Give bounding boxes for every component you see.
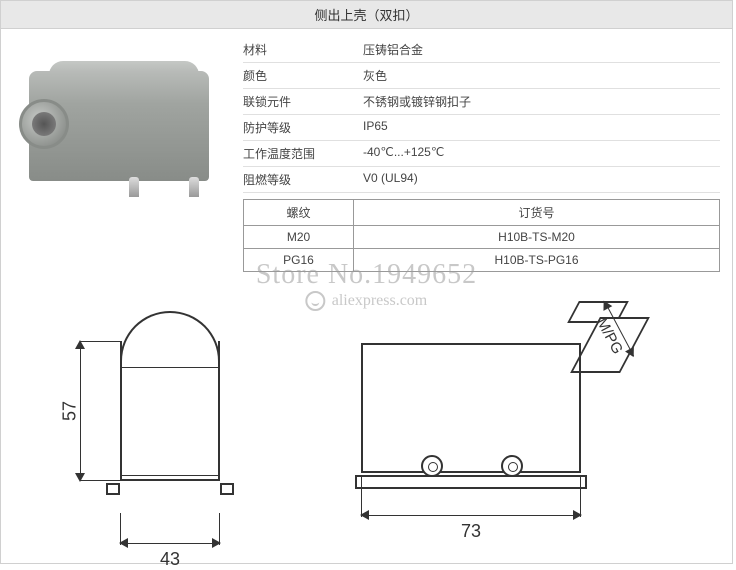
table-row: M20 H10B-TS-M20 [244, 226, 720, 249]
table-row: PG16 H10B-TS-PG16 [244, 249, 720, 272]
main-container: 侧出上壳（双扣） 材料 压铸铝合金 颜色 灰色 联锁元件 不锈钢或镀锌钢扣子 [0, 0, 733, 564]
spec-row: 材料 压铸铝合金 [243, 37, 720, 63]
spec-value: 不锈钢或镀锌钢扣子 [363, 93, 720, 110]
th-orderno: 订货号 [354, 200, 720, 226]
product-photo [9, 41, 231, 231]
dim-length-value: 73 [461, 521, 481, 542]
cell-orderno: H10B-TS-M20 [354, 226, 720, 249]
watermark-site: aliexpress.com [256, 291, 477, 311]
spec-label: 防护等级 [243, 119, 363, 136]
order-table: 螺纹 订货号 M20 H10B-TS-M20 PG16 H10B-TS-PG16 [243, 199, 720, 272]
dim-width-value: 43 [160, 549, 180, 570]
spec-area: 材料 压铸铝合金 颜色 灰色 联锁元件 不锈钢或镀锌钢扣子 防护等级 IP65 … [231, 29, 732, 279]
cell-orderno: H10B-TS-PG16 [354, 249, 720, 272]
spec-label: 材料 [243, 41, 363, 58]
spec-row: 工作温度范围 -40℃...+125℃ [243, 141, 720, 167]
dim-length: 73 [361, 505, 581, 525]
spec-value: IP65 [363, 119, 720, 136]
dim-height-value: 57 [60, 401, 81, 421]
section-title: 侧出上壳（双扣） [1, 0, 732, 29]
drawing-side-view: 73 M/PG [361, 323, 661, 533]
drawing-area: Store No.1949652 aliexpress.com 57 43 [1, 279, 732, 555]
spec-label: 颜色 [243, 67, 363, 84]
aliexpress-icon [306, 291, 326, 311]
spec-row: 联锁元件 不锈钢或镀锌钢扣子 [243, 89, 720, 115]
th-thread: 螺纹 [244, 200, 354, 226]
spec-label: 阻燃等级 [243, 171, 363, 188]
cell-thread: PG16 [244, 249, 354, 272]
table-header-row: 螺纹 订货号 [244, 200, 720, 226]
upper-section: 材料 压铸铝合金 颜色 灰色 联锁元件 不锈钢或镀锌钢扣子 防护等级 IP65 … [1, 29, 732, 279]
spec-value: -40℃...+125℃ [363, 145, 720, 162]
spec-value: V0 (UL94) [363, 171, 720, 188]
spec-label: 联锁元件 [243, 93, 363, 110]
drawing-front-view: 57 43 [106, 317, 236, 527]
spec-value: 压铸铝合金 [363, 41, 720, 58]
spec-value: 灰色 [363, 67, 720, 84]
cell-thread: M20 [244, 226, 354, 249]
spec-row: 颜色 灰色 [243, 63, 720, 89]
dim-width: 43 [120, 533, 220, 553]
watermark-site-text: aliexpress.com [332, 292, 428, 310]
spec-row: 阻燃等级 V0 (UL94) [243, 167, 720, 193]
dim-height: 57 [70, 341, 90, 481]
spec-row: 防护等级 IP65 [243, 115, 720, 141]
spec-label: 工作温度范围 [243, 145, 363, 162]
